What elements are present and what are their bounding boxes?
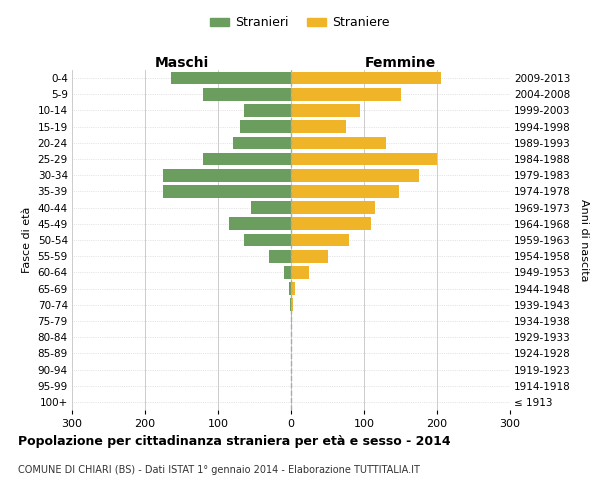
Bar — [240, 120, 291, 133]
Text: Popolazione per cittadinanza straniera per età e sesso - 2014: Popolazione per cittadinanza straniera p… — [18, 435, 451, 448]
Bar — [163, 169, 291, 181]
Bar — [291, 169, 419, 181]
Bar — [291, 202, 375, 214]
Bar — [291, 152, 437, 166]
Bar — [251, 202, 291, 214]
Bar — [289, 282, 291, 295]
Bar — [291, 250, 328, 262]
Bar — [291, 266, 309, 278]
Bar — [291, 298, 293, 311]
Bar — [244, 234, 291, 246]
Legend: Stranieri, Straniere: Stranieri, Straniere — [205, 11, 395, 34]
Y-axis label: Fasce di età: Fasce di età — [22, 207, 32, 273]
Text: Femmine: Femmine — [365, 56, 436, 70]
Bar — [291, 282, 295, 295]
Y-axis label: Anni di nascita: Anni di nascita — [579, 198, 589, 281]
Bar — [233, 136, 291, 149]
Bar — [291, 218, 371, 230]
Bar — [244, 104, 291, 117]
Bar — [203, 152, 291, 166]
Bar — [290, 298, 291, 311]
Bar — [291, 314, 292, 328]
Bar — [269, 250, 291, 262]
Bar — [291, 234, 349, 246]
Bar — [291, 72, 440, 85]
Bar — [170, 72, 291, 85]
Bar — [291, 88, 401, 101]
Bar — [291, 185, 399, 198]
Text: COMUNE DI CHIARI (BS) - Dati ISTAT 1° gennaio 2014 - Elaborazione TUTTITALIA.IT: COMUNE DI CHIARI (BS) - Dati ISTAT 1° ge… — [18, 465, 420, 475]
Bar — [163, 185, 291, 198]
Bar — [229, 218, 291, 230]
Bar — [284, 266, 291, 278]
Bar — [203, 88, 291, 101]
Text: Maschi: Maschi — [154, 56, 209, 70]
Bar — [291, 120, 346, 133]
Bar — [291, 104, 361, 117]
Bar — [291, 136, 386, 149]
